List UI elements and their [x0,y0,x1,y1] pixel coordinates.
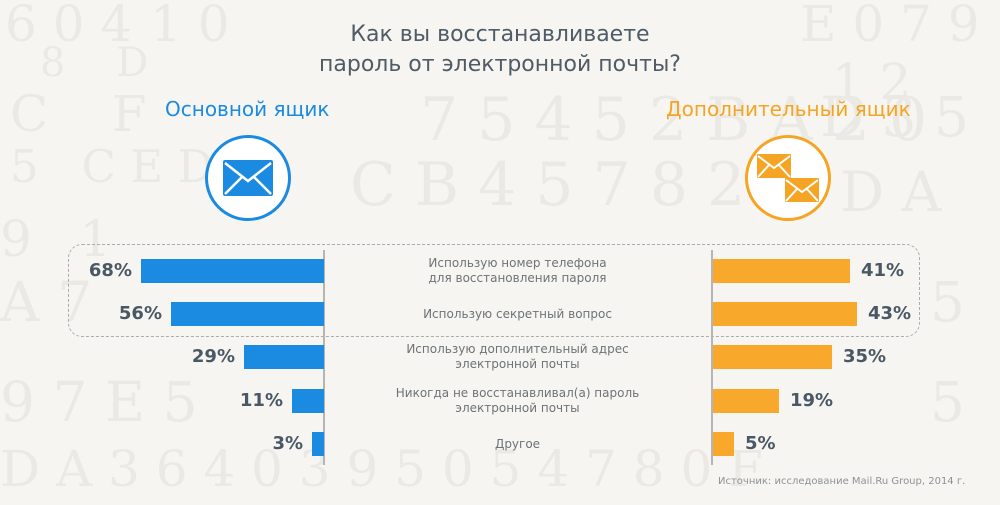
label-line-1: Использую номер телефона [428,256,607,270]
primary-value: 29% [191,346,235,367]
category-label: Никогда не восстанавливал(а) пароль элек… [340,386,695,416]
secondary-value: 41% [861,260,905,281]
label-line-1: Другое [494,437,541,451]
secondary-bar [713,389,779,413]
secondary-mailbox-heading: Дополнительный ящик [666,97,911,121]
secondary-value: 43% [868,303,912,324]
label-line-2: для восстановления пароля [428,271,607,285]
primary-value: 56% [118,303,162,324]
label-line-2: электронной почты [455,401,580,415]
label-line-1: Использую секретный вопрос [423,307,612,321]
primary-value: 68% [88,260,132,281]
title-line-1: Как вы восстанавливаете [350,22,650,47]
source-note: Источник: исследование Mail.Ru Group, 20… [718,476,966,487]
category-label: Использую дополнительный адрес электронн… [340,342,695,372]
primary-bar [244,345,324,369]
label-line-1: Никогда не восстанавливал(а) пароль [395,386,640,400]
label-line-2: электронной почты [455,357,580,371]
secondary-bar [713,302,857,326]
primary-bar [171,302,324,326]
secondary-bar [713,259,850,283]
secondary-value: 19% [790,390,834,411]
secondary-value: 35% [843,346,887,367]
secondary-bar [713,432,734,456]
title-line-2: пароль от электронной почты? [318,52,681,77]
primary-bar [312,432,324,456]
secondary-value: 5% [745,433,776,454]
envelope-icon [205,135,291,221]
primary-axis-line [323,250,325,465]
primary-value: 3% [272,433,303,454]
primary-bar [141,259,324,283]
highlight-dashed-box [68,244,920,337]
primary-value: 11% [239,390,283,411]
primary-bar [292,389,324,413]
two-envelopes-icon [745,135,831,221]
category-label: Другое [340,437,695,452]
secondary-axis-line [711,250,713,465]
chart-title: Как вы восстанавливаете пароль от электр… [0,20,1000,80]
label-line-1: Использую дополнительный адрес [406,342,629,356]
category-label: Использую секретный вопрос [340,307,695,322]
primary-mailbox-heading: Основной ящик [165,97,330,121]
category-label: Использую номер телефона для восстановле… [340,256,695,286]
secondary-bar [713,345,832,369]
